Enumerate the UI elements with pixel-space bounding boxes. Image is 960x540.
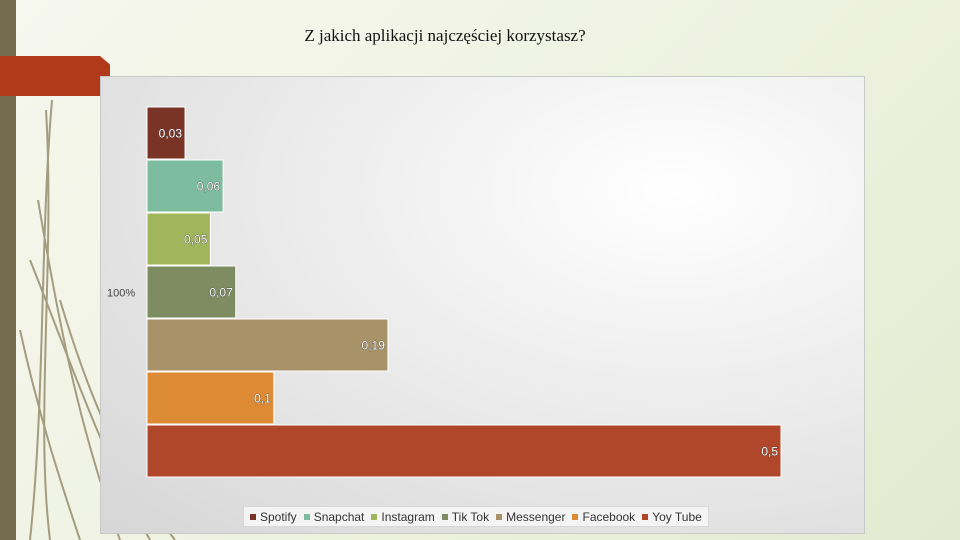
legend-swatch bbox=[250, 513, 256, 520]
legend-swatch bbox=[496, 513, 503, 520]
legend-label: Instagram bbox=[381, 509, 435, 524]
legend-item-messenger: Messenger bbox=[496, 510, 565, 524]
data-label-snapchat: 0,06 bbox=[197, 180, 221, 194]
data-label-yoy-tube: 0,5 bbox=[761, 445, 778, 459]
slide-sidebar-strip bbox=[0, 0, 16, 540]
bar-instagram bbox=[146, 212, 211, 266]
legend-item-spotify: Spotify bbox=[250, 510, 297, 524]
bar-chart: 0,03 0,06 0,05 0,07 0,19 0,1 0,5 100% bbox=[107, 106, 782, 478]
legend-swatch bbox=[303, 513, 310, 520]
bar-snapchat bbox=[146, 159, 224, 213]
chart-legend: Spotify Snapchat Instagram Tik Tok Messenger… bbox=[243, 506, 709, 527]
legend-swatch bbox=[441, 513, 448, 520]
legend-label: Spotify bbox=[260, 509, 297, 524]
legend-label: Yoy Tube bbox=[652, 509, 702, 524]
legend-swatch bbox=[572, 513, 579, 520]
legend-swatch bbox=[371, 513, 378, 520]
bar-yoy-tube bbox=[146, 424, 782, 478]
bar-spotify bbox=[146, 106, 186, 160]
legend-swatch bbox=[642, 513, 649, 520]
data-label-messenger: 0,19 bbox=[362, 339, 386, 353]
legend-item-yoy-tube: Yoy Tube bbox=[642, 510, 702, 524]
legend-label: Tik Tok bbox=[451, 509, 490, 524]
bar-messenger bbox=[146, 318, 389, 372]
legend-item-instagram: Instagram bbox=[371, 509, 435, 524]
category-axis-label: 100% bbox=[107, 288, 135, 300]
legend-label: Messenger bbox=[506, 509, 566, 524]
data-label-tik-tok: 0,07 bbox=[209, 286, 233, 300]
chart-panel: 0,03 0,06 0,05 0,07 0,19 0,1 0,5 100% bbox=[100, 76, 865, 534]
legend-item-snapchat: Snapchat bbox=[303, 509, 365, 524]
data-label-instagram: 0,05 bbox=[184, 233, 208, 247]
legend-label: Facebook bbox=[582, 509, 636, 524]
legend-item-facebook: Facebook bbox=[572, 510, 635, 524]
legend-item-tik-tok: Tik Tok bbox=[441, 509, 490, 524]
bar-facebook bbox=[146, 371, 275, 425]
data-label-facebook: 0,1 bbox=[254, 392, 271, 406]
legend-label: Snapchat bbox=[313, 509, 365, 524]
bar-tik-tok bbox=[146, 265, 237, 319]
slide-title: Z jakich aplikacji najczęściej korzystas… bbox=[304, 26, 586, 45]
data-label-spotify: 0,03 bbox=[159, 127, 183, 141]
slide-accent-shape bbox=[0, 56, 110, 96]
